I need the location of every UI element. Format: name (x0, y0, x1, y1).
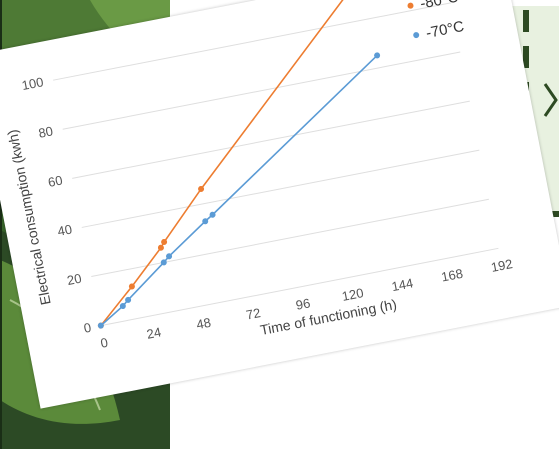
data-point (202, 218, 209, 225)
grid-line (91, 198, 489, 278)
x-tick-label: 96 (294, 295, 311, 312)
grid-line (62, 51, 461, 130)
series-line (100, 54, 378, 327)
data-point (161, 238, 168, 245)
x-axis-ticks: 0 24 48 72 96 120 144 168 192 (99, 256, 514, 351)
legend-marker (407, 2, 414, 9)
data-point (125, 296, 132, 303)
x-tick-label: 168 (440, 266, 464, 285)
x-tick-label: 72 (245, 305, 262, 322)
chart-card: 0 24 48 72 96 120 144 168 192 0 20 40 60 80 100 Time … (4, 0, 514, 351)
y-tick-label: 80 (37, 123, 54, 140)
y-tick-label: 0 (82, 320, 92, 336)
data-point (97, 322, 104, 329)
data-point (166, 253, 173, 260)
data-point (157, 244, 164, 251)
y-tick-label: 100 (21, 74, 45, 93)
x-tick-label: 24 (145, 324, 162, 341)
data-point (128, 283, 135, 290)
data-point (160, 259, 167, 266)
legend-marker (413, 32, 420, 39)
x-tick-label: 48 (195, 315, 212, 332)
y-tick-label: 40 (56, 221, 73, 238)
x-tick-label: 120 (341, 285, 365, 304)
series-line (100, 0, 354, 327)
grid-lines (53, 2, 499, 327)
x-axis-title: Time of functioning (h) (259, 296, 398, 338)
y-tick-label: 60 (47, 172, 64, 189)
legend-label: -70°C (425, 18, 466, 42)
legend-label: -80°C (419, 0, 460, 13)
data-point (209, 211, 216, 218)
data-point (119, 303, 126, 310)
grid-line (100, 247, 499, 327)
data-point (374, 52, 381, 59)
series-group (97, 0, 381, 329)
y-tick-label: 20 (66, 271, 83, 288)
legend: -80°C -70°C (407, 0, 466, 42)
grid-line (53, 2, 451, 81)
y-axis-ticks: 0 20 40 60 80 100 (21, 74, 93, 336)
grid-line (81, 149, 480, 228)
x-tick-label: 0 (99, 335, 109, 351)
line-chart: 0 24 48 72 96 120 144 168 192 0 20 40 60 80 100 Time … (4, 0, 514, 351)
grid-line (72, 100, 470, 179)
data-point (198, 185, 205, 192)
chevron-right-icon (543, 83, 558, 117)
x-tick-label: 192 (490, 256, 514, 275)
x-tick-label: 144 (390, 275, 414, 294)
